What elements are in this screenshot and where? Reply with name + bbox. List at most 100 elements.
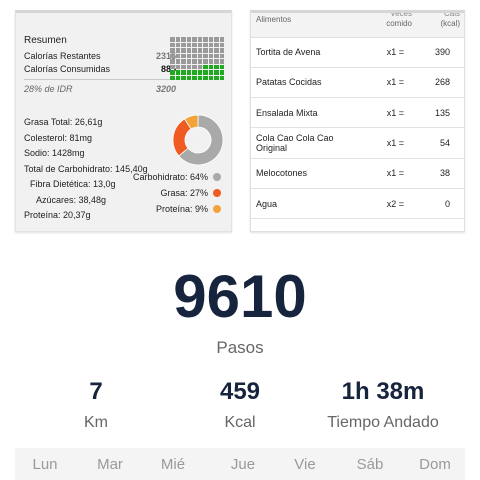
weekday-tab[interactable]: Jue xyxy=(230,456,256,473)
weekday-tab[interactable]: Lun xyxy=(32,456,58,473)
table-row[interactable]: Tortita de Avena x1 = 390 xyxy=(251,37,464,68)
weekday-tab[interactable]: Vie xyxy=(294,456,316,473)
food-log-panel: Alimentos Veces comido Cals (kcal) Torti… xyxy=(250,10,465,232)
remaining-block xyxy=(219,48,224,53)
idr-label: 28% de IDR xyxy=(24,84,73,94)
nutrient-row: Grasa Total: 26,61g xyxy=(24,117,103,127)
stat-calories-label: Kcal xyxy=(224,414,256,431)
remaining-block xyxy=(203,37,208,42)
consumed-block xyxy=(214,64,219,69)
macro-donut-chart xyxy=(172,114,224,166)
consumed-block xyxy=(208,70,213,75)
remaining-block xyxy=(214,53,219,58)
remaining-block xyxy=(197,64,202,69)
remaining-block xyxy=(181,59,186,64)
legend-item: Proteína: 9% xyxy=(133,201,221,217)
weekday-tab[interactable]: Sáb xyxy=(356,456,384,473)
total-label-cell: Total xyxy=(251,218,361,231)
legend-dot-icon xyxy=(213,173,221,181)
food-calories-cell: 268 xyxy=(416,67,464,99)
remaining-block xyxy=(219,37,224,42)
macro-legend: Carbohidrato: 64% Grasa: 27% Proteína: 9% xyxy=(133,169,221,217)
remaining-block xyxy=(175,42,180,47)
food-calories-cell: 390 xyxy=(416,37,464,68)
consumed-block xyxy=(214,70,219,75)
food-times-cell: x2 = xyxy=(361,188,416,220)
weekday-tab[interactable]: Mar xyxy=(97,456,123,473)
food-name-cell: Patatas Cocidas xyxy=(251,67,361,99)
remaining-block xyxy=(175,59,180,64)
table-row[interactable]: Ensalada Mixta x1 = 135 xyxy=(251,97,464,129)
table-row[interactable]: Agua x2 = 0 xyxy=(251,188,464,220)
nutrient-row: Fibra Dietética: 13,0g xyxy=(30,179,116,189)
steps-label: Pasos xyxy=(216,338,264,357)
remaining-block xyxy=(186,42,191,47)
remaining-block xyxy=(192,42,197,47)
weekday-tab[interactable]: Dom xyxy=(419,456,451,473)
header-times-top: Veces xyxy=(390,10,412,18)
food-calories-cell: 38 xyxy=(416,158,464,189)
food-name-cell: Ensalada Mixta xyxy=(251,97,361,129)
remaining-block xyxy=(203,53,208,58)
nutrient-row: Proteína: 20,37g xyxy=(24,210,91,220)
remaining-block xyxy=(208,42,213,47)
food-name-cell: Agua xyxy=(251,188,361,220)
summary-divider xyxy=(24,79,176,80)
summary-title: Resumen xyxy=(24,35,67,46)
remaining-block xyxy=(170,53,175,58)
remaining-block xyxy=(175,48,180,53)
calories-remaining-value: 2315 xyxy=(155,51,176,61)
remaining-block xyxy=(208,37,213,42)
remaining-block xyxy=(214,59,219,64)
calorie-summary: Resumen Calorías Restantes 2315 Calorías… xyxy=(24,35,176,96)
remaining-block xyxy=(192,59,197,64)
consumed-block xyxy=(219,64,224,69)
remaining-block xyxy=(214,37,219,42)
remaining-block xyxy=(197,37,202,42)
stat-walking-time: 1h 38m Tiempo Andado xyxy=(318,378,448,434)
nutrient-row: Colesterol: 81mg xyxy=(24,132,93,143)
legend-item: Grasa: 27% xyxy=(133,185,221,201)
header-times: Veces comido xyxy=(361,10,416,38)
stat-calories: 459 Kcal xyxy=(190,378,290,434)
header-calories: Cals (kcal) xyxy=(416,10,464,38)
remaining-block xyxy=(186,53,191,58)
table-row[interactable]: Melocotones x1 = 38 xyxy=(251,158,464,189)
consumed-block xyxy=(203,64,208,69)
remaining-block xyxy=(186,48,191,53)
food-name-cell: Cola Cao Cola Cao Original xyxy=(251,127,361,159)
consumed-block xyxy=(175,70,180,75)
remaining-block xyxy=(192,53,197,58)
remaining-block xyxy=(203,42,208,47)
table-row[interactable]: Cola Cao Cola Cao Original x1 = 54 xyxy=(251,127,464,159)
remaining-block xyxy=(192,64,197,69)
food-table: Alimentos Veces comido Cals (kcal) Torti… xyxy=(251,10,464,231)
stat-walking-time-label: Tiempo Andado xyxy=(327,414,439,431)
food-table-header: Alimentos Veces comido Cals (kcal) xyxy=(251,10,464,38)
weekday-tab[interactable]: Mié xyxy=(160,456,186,473)
idr-row: 28% de IDR 3200 xyxy=(24,83,176,96)
remaining-block xyxy=(203,59,208,64)
calories-remaining-row: Calorías Restantes 2315 xyxy=(24,50,176,63)
table-row[interactable]: Patatas Cocidas x1 = 268 xyxy=(251,67,464,99)
remaining-block xyxy=(181,64,186,69)
remaining-block xyxy=(175,64,180,69)
consumed-block xyxy=(208,64,213,69)
calorie-block-grid xyxy=(170,37,226,89)
remaining-block xyxy=(219,42,224,47)
food-times-cell: x1 = xyxy=(361,67,416,99)
remaining-block xyxy=(208,48,213,53)
consumed-block xyxy=(170,70,175,75)
stat-distance: 7 Km xyxy=(56,378,136,434)
remaining-block xyxy=(186,64,191,69)
food-table-body: Tortita de Avena x1 = 390 Patatas Cocidas x1… xyxy=(251,37,464,231)
header-calories-bottom: (kcal) xyxy=(440,19,460,28)
food-times-cell: x1 = xyxy=(361,158,416,189)
remaining-block xyxy=(186,37,191,42)
header-calories-top: Cals xyxy=(443,10,460,18)
nutrient-row: Sodio: 1428mg xyxy=(24,148,85,158)
remaining-block xyxy=(170,59,175,64)
consumed-block xyxy=(186,70,191,75)
remaining-block xyxy=(170,42,175,47)
remaining-block xyxy=(208,59,213,64)
